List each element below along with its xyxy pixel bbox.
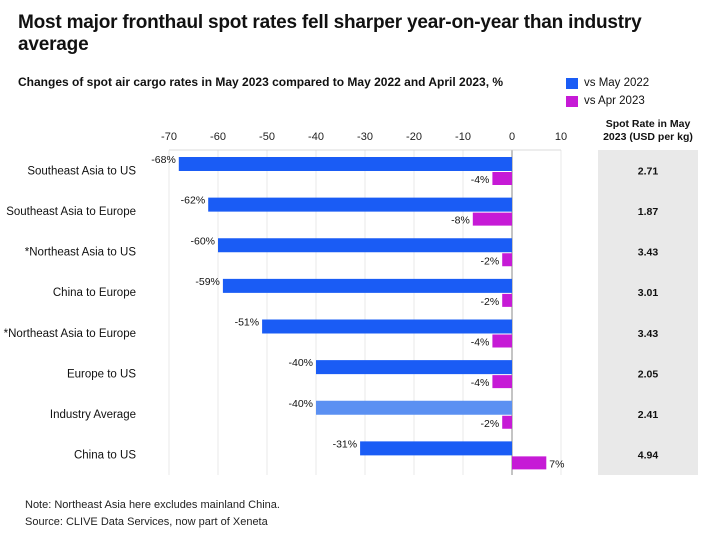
x-tick-label: -60 <box>210 131 226 143</box>
bar-vs-may-2022 <box>208 197 512 212</box>
bar-vs-may-2022 <box>262 319 512 334</box>
data-label-apr-2023: 7% <box>549 458 564 470</box>
legend-item-may-2022: vs May 2022 <box>566 74 649 92</box>
data-label-may-2022: -59% <box>195 276 220 288</box>
spot-rate-value: 3.43 <box>638 328 659 340</box>
legend-label-may-2022: vs May 2022 <box>584 77 650 89</box>
bar-vs-apr-2023 <box>502 415 512 429</box>
bar-vs-may-2022 <box>222 278 512 293</box>
category-label: Industry Average <box>50 409 136 421</box>
spot-rate-value: 1.87 <box>638 206 659 218</box>
bar-vs-may-2022 <box>316 360 512 375</box>
data-label-apr-2023: -2% <box>481 296 500 308</box>
category-label: Southeast Asia to US <box>27 165 136 177</box>
legend-swatch-apr-2023 <box>566 95 578 107</box>
bar-vs-apr-2023 <box>492 172 512 185</box>
category-label: *Northeast Asia to Europe <box>4 328 136 340</box>
data-label-apr-2023: -4% <box>471 174 490 186</box>
bar-vs-may-2022 <box>360 441 512 456</box>
data-label-apr-2023: -2% <box>481 255 500 267</box>
category-label: Southeast Asia to Europe <box>6 206 136 218</box>
spot-rate-header: Spot Rate in May 2023 (USD per kg) <box>603 118 693 143</box>
x-tick-label: 10 <box>555 131 567 143</box>
data-label-may-2022: -60% <box>190 235 215 247</box>
spot-rate-panel <box>598 150 698 475</box>
x-tick-label: -70 <box>161 131 177 143</box>
footnote-source: Source: CLIVE Data Services, now part of… <box>25 516 268 528</box>
bar-vs-may-2022 <box>316 400 512 415</box>
x-tick-label: -20 <box>406 131 422 143</box>
category-label: China to Europe <box>53 287 136 299</box>
data-label-apr-2023: -4% <box>471 337 490 349</box>
data-label-may-2022: -51% <box>235 317 260 329</box>
data-label-may-2022: -40% <box>288 398 313 410</box>
data-label-apr-2023: -8% <box>451 215 470 227</box>
spot-rate-value: 2.05 <box>638 368 659 380</box>
category-label: China to US <box>74 450 136 462</box>
bar-vs-apr-2023 <box>502 253 512 267</box>
spot-rate-value: 3.01 <box>638 287 659 299</box>
legend: vs May 2022 vs Apr 2023 <box>566 74 649 110</box>
spot-rate-value: 2.71 <box>638 165 659 177</box>
category-label: *Northeast Asia to US <box>25 247 137 259</box>
data-label-may-2022: -68% <box>151 154 176 166</box>
legend-label-apr-2023: vs Apr 2023 <box>584 95 645 107</box>
category-label: Europe to US <box>67 368 136 380</box>
x-tick-label: -10 <box>455 131 471 143</box>
bar-vs-apr-2023 <box>492 375 512 389</box>
data-label-may-2022: -40% <box>288 357 313 369</box>
x-tick-label: -30 <box>357 131 373 143</box>
footnote: Note: Northeast Asia here excludes mainl… <box>25 497 280 531</box>
data-label-apr-2023: -2% <box>481 418 500 430</box>
bar-vs-may-2022 <box>178 157 513 171</box>
spot-rate-value: 4.94 <box>638 450 659 462</box>
x-tick-label: -40 <box>308 131 324 143</box>
x-tick-label: 0 <box>509 131 515 143</box>
spot-rate-value: 3.43 <box>638 247 659 259</box>
legend-item-apr-2023: vs Apr 2023 <box>566 92 649 110</box>
x-tick-label: -50 <box>259 131 275 143</box>
data-label-may-2022: -62% <box>181 195 206 207</box>
spot-rate-value: 2.41 <box>638 409 659 421</box>
footnote-note: Note: Northeast Asia here excludes mainl… <box>25 499 280 511</box>
bar-vs-apr-2023 <box>492 334 512 348</box>
data-label-may-2022: -31% <box>333 438 358 450</box>
chart-subtitle: Changes of spot air cargo rates in May 2… <box>18 75 504 89</box>
legend-swatch-may-2022 <box>566 77 578 89</box>
data-label-apr-2023: -4% <box>471 377 490 389</box>
bar-vs-apr-2023 <box>472 212 512 226</box>
bar-vs-apr-2023 <box>502 293 512 307</box>
chart-title: Most major fronthaul spot rates fell sha… <box>18 12 642 55</box>
bar-vs-may-2022 <box>218 238 512 253</box>
bar-vs-apr-2023 <box>512 456 547 470</box>
